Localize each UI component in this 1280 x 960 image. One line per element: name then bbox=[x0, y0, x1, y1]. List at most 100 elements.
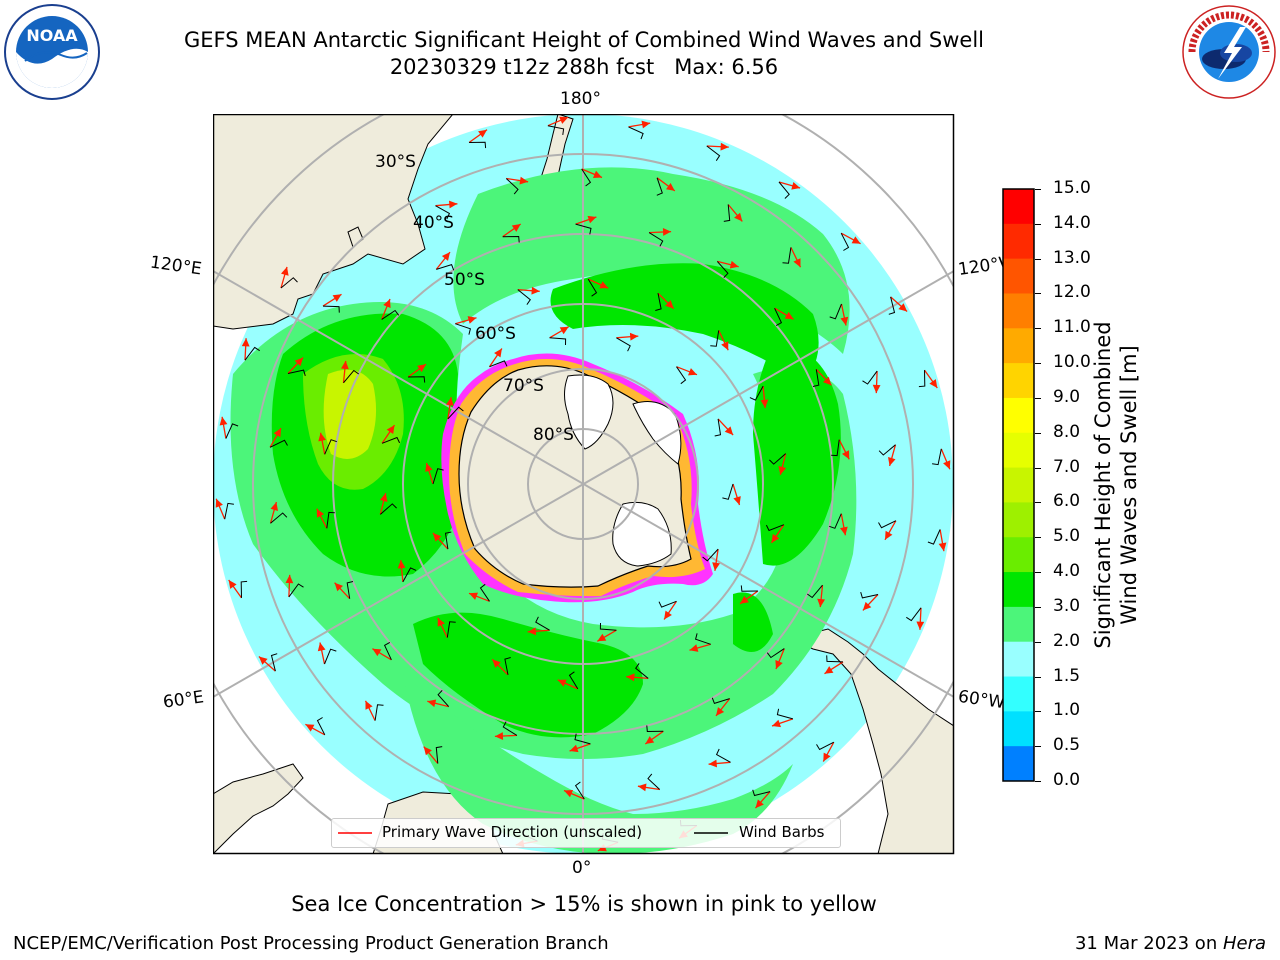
wave-arrow-head bbox=[929, 379, 938, 388]
wave-arrow-head bbox=[755, 799, 764, 809]
wave-arrow-head bbox=[441, 252, 450, 261]
wind-barb bbox=[765, 524, 785, 532]
colorbar-tick-label: 10.0 bbox=[1053, 352, 1091, 373]
wind-barb bbox=[581, 168, 592, 187]
colorbar-frame bbox=[1002, 188, 1035, 782]
wind-barb bbox=[379, 503, 397, 515]
lat-label-60s: 60°S bbox=[475, 324, 516, 344]
wave-zone-4-5-southeast bbox=[733, 592, 773, 652]
wave-arrow-head bbox=[840, 526, 848, 536]
wind-barb bbox=[702, 548, 719, 562]
wave-arrow-head bbox=[494, 348, 502, 358]
wave-arrow-head bbox=[637, 783, 647, 792]
colorbar-label-line2: Wind Waves and Swell [m] bbox=[1117, 345, 1141, 625]
wind-barb bbox=[343, 369, 359, 384]
wave-arrow-head bbox=[372, 648, 382, 657]
wave-arrow-head bbox=[559, 116, 569, 124]
wind-barb bbox=[432, 468, 444, 485]
wind-barb bbox=[776, 708, 794, 720]
map-subtitle: 20230329 t12z 288h fcst Max: 6.56 bbox=[389, 55, 779, 79]
colorbar-tick-mark bbox=[1035, 537, 1041, 539]
wave-zone-3-4-south bbox=[403, 674, 793, 854]
wave-arrow-head bbox=[898, 303, 908, 312]
wave-direction-arrows bbox=[215, 116, 951, 852]
wave-arrow-head bbox=[862, 601, 872, 611]
antarctic-wave-height-map bbox=[213, 114, 955, 855]
colorbar-tick-mark bbox=[1035, 223, 1041, 225]
lon-label-180: 180° bbox=[560, 89, 601, 109]
wind-barb bbox=[676, 366, 687, 385]
wave-arrow-head bbox=[688, 368, 697, 376]
wave-arrow-head bbox=[733, 496, 741, 505]
wind-barb bbox=[656, 177, 663, 196]
wave-arrow-head bbox=[778, 466, 787, 475]
colorbar-tick-label: 6.0 bbox=[1053, 491, 1081, 512]
wave-arrow-head bbox=[397, 560, 406, 569]
colorbar-tick-mark bbox=[1035, 781, 1041, 782]
wave-arrow-head bbox=[689, 644, 699, 652]
primary-wave-legend-label: Primary Wave Direction (unscaled) bbox=[382, 823, 643, 841]
nws-logo bbox=[1182, 5, 1276, 99]
colorbar-band bbox=[1003, 572, 1034, 608]
wind-barb bbox=[324, 439, 337, 455]
wave-arrow-head bbox=[386, 425, 395, 434]
wave-arrow-head bbox=[721, 341, 729, 351]
wave-arrow-head bbox=[334, 582, 343, 592]
wave-zone-4-5-south bbox=[413, 612, 643, 738]
wind-barb bbox=[860, 591, 879, 599]
wave-arrow-head bbox=[270, 502, 278, 511]
wind-barb bbox=[782, 247, 792, 264]
wind-barb bbox=[316, 717, 326, 736]
wave-arrow-head bbox=[666, 183, 675, 191]
wave-arrow-head bbox=[888, 457, 896, 466]
colorbar-tick-label: 13.0 bbox=[1053, 247, 1091, 268]
colorbar-tick-label: 15.0 bbox=[1053, 178, 1091, 198]
colorbar-band bbox=[1003, 746, 1034, 782]
wave-arrow-head bbox=[273, 428, 281, 438]
wind-barb bbox=[280, 277, 298, 289]
colorbar-tick-mark bbox=[1035, 189, 1041, 190]
wind-barb bbox=[447, 406, 464, 420]
colorbar-band bbox=[1003, 676, 1034, 712]
lat-label-50s: 50°S bbox=[444, 270, 485, 290]
wind-barb bbox=[829, 303, 842, 320]
wave-arrow-head bbox=[641, 120, 651, 129]
colorbar-tick-label: 0.5 bbox=[1053, 735, 1081, 756]
colorbar-tick-label: 12.0 bbox=[1053, 282, 1091, 303]
wave-arrow-head bbox=[712, 562, 720, 571]
wave-arrow-head bbox=[597, 633, 607, 642]
wave-arrow-head bbox=[294, 357, 304, 367]
colorbar-tick-mark bbox=[1035, 258, 1041, 260]
wave-arrow-head bbox=[492, 659, 501, 668]
wave-arrow-head bbox=[720, 142, 729, 151]
wave-arrow-head bbox=[511, 224, 521, 232]
colorbar-band bbox=[1003, 537, 1034, 573]
wind-barb bbox=[655, 293, 662, 311]
colorbar-band bbox=[1003, 711, 1034, 747]
wave-arrow-head bbox=[427, 699, 437, 708]
wave-arrow-head bbox=[626, 673, 635, 682]
wind-barb bbox=[436, 263, 455, 271]
wind-barb bbox=[479, 583, 490, 602]
colorbar-tick-label: 4.0 bbox=[1053, 561, 1081, 582]
wave-arrow-head bbox=[662, 228, 672, 236]
colorbar-tick-mark bbox=[1035, 363, 1041, 365]
colorbar-band bbox=[1003, 189, 1034, 225]
wave-arrow-head bbox=[285, 574, 294, 584]
wind-barb bbox=[658, 600, 677, 608]
wave-arrow-head bbox=[316, 508, 324, 518]
wind-barb-legend-swatch bbox=[694, 832, 728, 834]
wind-barb bbox=[647, 773, 661, 790]
colorbar-band bbox=[1003, 328, 1034, 364]
wind-barb bbox=[575, 223, 592, 235]
wind-barb bbox=[778, 181, 790, 199]
colorbar-tick-label: 9.0 bbox=[1053, 386, 1081, 407]
wind-barb bbox=[862, 370, 878, 385]
lon-label-60w: 60°W bbox=[956, 686, 1007, 714]
lat-label-40s: 40°S bbox=[413, 213, 454, 233]
wave-arrow-head bbox=[842, 450, 850, 460]
wave-arrow-head bbox=[446, 397, 454, 406]
wind-barb bbox=[740, 585, 758, 592]
wave-arrow-head bbox=[665, 300, 674, 309]
colorbar-tick-label: 1.5 bbox=[1053, 665, 1081, 686]
